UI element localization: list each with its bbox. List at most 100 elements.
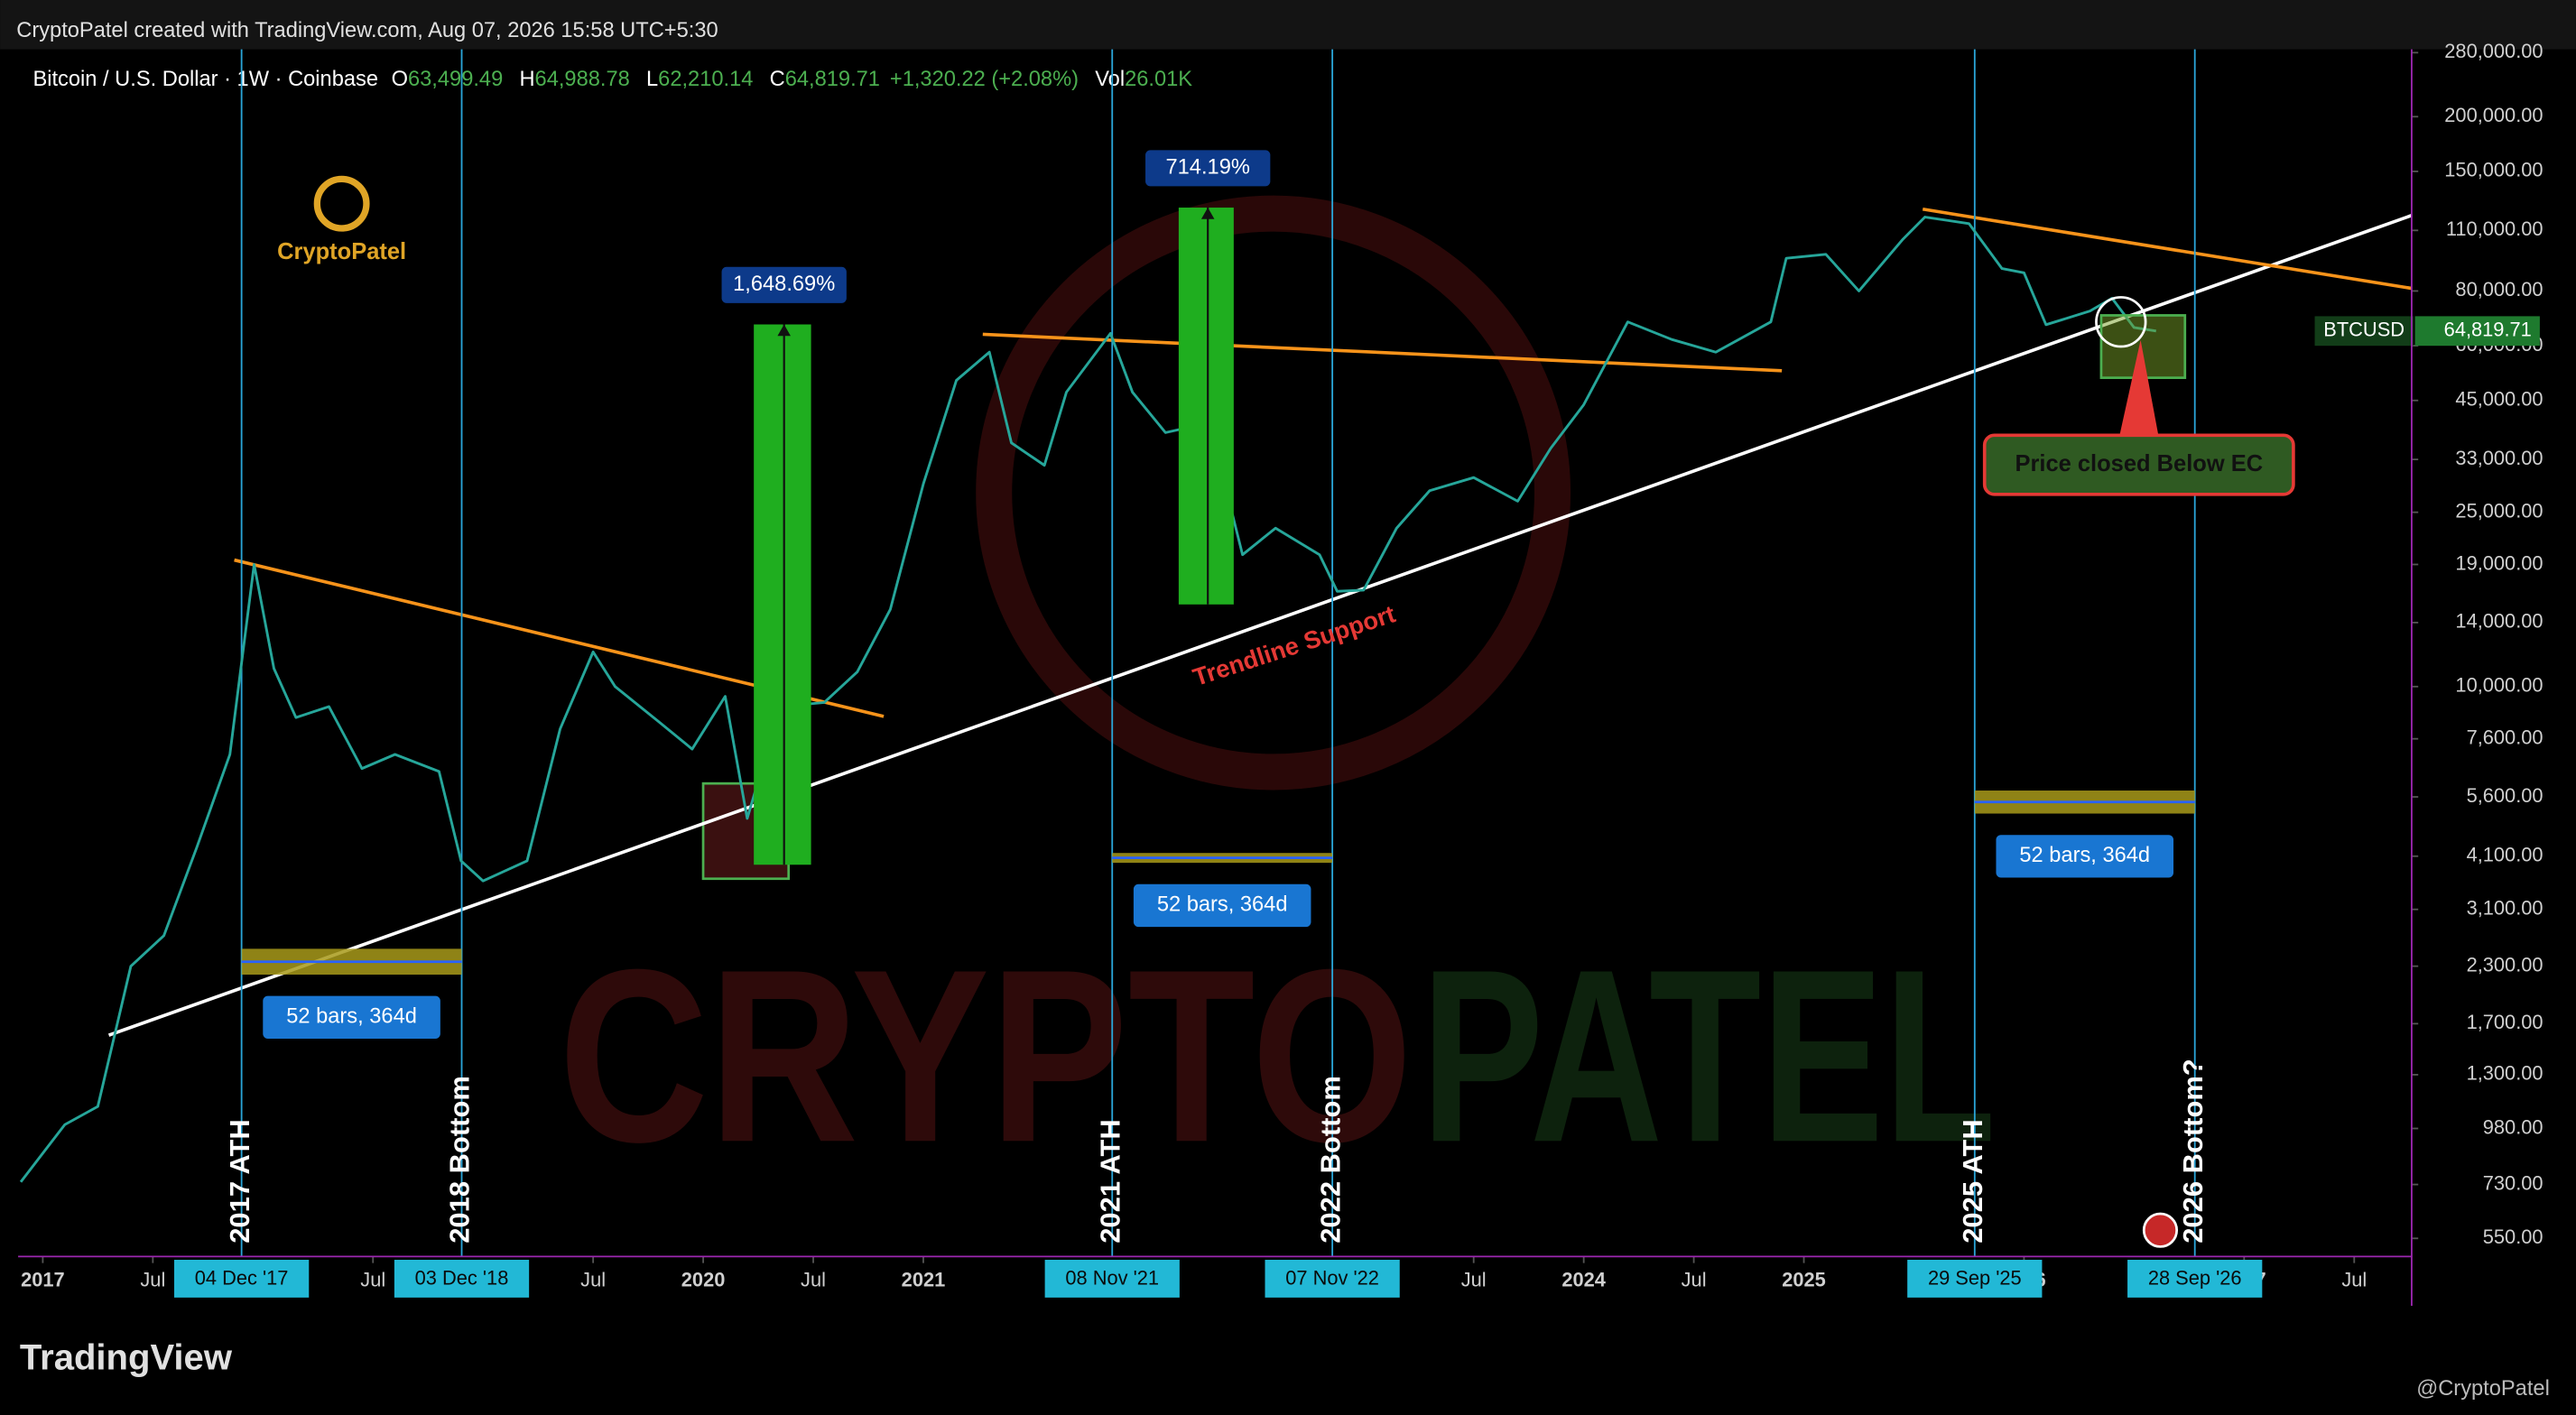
price-tag-name-box [2314,316,2414,347]
callout-text: Price closed Below EC [2015,451,2263,476]
watermark-ring [976,195,1571,791]
y-tick-label: 45,000.00 [2455,387,2543,410]
x-tick-label: Jul [2341,1268,2367,1290]
gain-bar [1178,208,1234,605]
legend-key: H [519,68,534,91]
gain-bar [754,324,811,865]
gain-label-box [1145,150,1271,187]
footer-logo: TradingView [20,1338,233,1378]
price-line [19,216,2156,1183]
attribution: CryptoPatel created with TradingView.com… [16,19,718,42]
legend-value: 62,210.14 [658,68,753,91]
overlay: Price closed Below EC [1982,296,2295,1248]
legend: Bitcoin / U.S. Dollar · 1W · Coinbase O63… [32,68,1192,91]
event-date-box [174,1260,310,1298]
x-tick-label: Jul [801,1268,826,1290]
price-tag-name: BTCUSD [2323,319,2405,341]
event-label: 2021 ATH [1094,1119,1126,1244]
y-tick-label: 7,600.00 [2467,726,2544,748]
y-tick-label: 19,000.00 [2455,551,2543,574]
gain-label: 1,648.69% [733,273,835,296]
trendline [982,332,1783,373]
event-label: 2026 Bottom? [2177,1059,2209,1244]
y-tick-label: 2,300.00 [2467,953,2544,976]
x-tick-label: 2021 [902,1268,946,1290]
highlight-circle [2095,296,2147,348]
x-tick-label: Jul [580,1268,606,1290]
range-label-box [1996,835,2174,878]
event-date: 29 Sep '25 [1928,1267,2022,1290]
event-label: 2022 Bottom [1314,1076,1346,1244]
trendline [107,214,2413,1037]
callout-box [1982,433,2295,496]
event-label: 2017 ATH [224,1119,255,1244]
footer-handle: @CryptoPatel [2416,1377,2550,1401]
y-tick-label: 980.00 [2483,1115,2544,1138]
x-tick-label: 2025 [1782,1268,1826,1290]
y-tick-label: 80,000.00 [2455,278,2543,301]
event-label: 2025 ATH [1957,1119,1988,1244]
price-tag-value: 64,819.71 [2444,319,2532,341]
legend-key: C [770,68,785,91]
y-tick-label: 200,000.00 [2444,104,2543,126]
price-tag-box [2414,316,2540,347]
y-tick-label: 3,100.00 [2467,896,2544,919]
event-label: 2018 Bottom [444,1076,476,1244]
callout-arrow [2118,339,2159,438]
y-tick-label: 5,600.00 [2467,784,2544,807]
legend-key: Vol [1095,68,1125,91]
x-tick-label: Jul [1682,1268,1707,1290]
gain-label: 714.19% [1165,156,1249,180]
event-date-box [2127,1260,2263,1298]
flag-icon [2142,1212,2179,1248]
x-tick-label: Jul [1461,1268,1487,1290]
event-date: 28 Sep '26 [2148,1267,2242,1290]
range-label: 52 bars, 364d [286,1005,417,1029]
legend-value: +1,320.22 (+2.08%) [890,68,1079,91]
legend-key: L [646,68,658,91]
range-label: 52 bars, 364d [1157,893,1288,917]
logo-icon [313,175,370,232]
event-date-box [394,1260,530,1298]
gain-label-box [721,266,847,303]
y-tick-label: 280,000.00 [2444,40,2543,62]
header-bar [0,0,2576,50]
legend-key: O [392,68,408,91]
y-tick-label: 10,000.00 [2455,674,2543,697]
event-date-box [1907,1260,2043,1298]
trendline [1922,207,2413,291]
y-tick-label: 730.00 [2483,1171,2544,1194]
event-date: 07 Nov '22 [1285,1267,1379,1290]
y-tick-label: 25,000.00 [2455,499,2543,522]
event-date: 04 Dec '17 [195,1267,289,1290]
x-tick-label: 2020 [681,1268,726,1290]
range-label-box [263,995,440,1039]
x-tick-label: Jul [360,1268,385,1290]
legend-value: 26.01K [1125,68,1192,91]
event-date-box [1265,1260,1400,1298]
legend-title: Bitcoin / U.S. Dollar · 1W · Coinbase [32,68,378,91]
gain-arrowhead [1200,208,1215,219]
y-tick-label: 14,000.00 [2455,610,2543,633]
y-tick-label: 550.00 [2483,1225,2544,1248]
x-tick-label: Jul [140,1268,165,1290]
event-date: 03 Dec '18 [415,1267,509,1290]
event-date-box [1044,1260,1180,1298]
y-tick-label: 33,000.00 [2455,447,2543,469]
range-label: 52 bars, 364d [2019,844,2150,867]
range-label-box [1133,883,1311,928]
y-tick-label: 4,100.00 [2467,844,2544,866]
plot: Bitcoin / U.S. Dollar · 1W · Coinbase O63… [19,40,2544,1298]
y-tick-label: 1,300.00 [2467,1062,2544,1085]
watermark: CRYPTO [559,918,1413,1193]
legend-value: 63,499.49 [408,68,503,91]
y-tick-label: 110,000.00 [2446,217,2544,240]
watermark: PATEL [1421,918,1996,1193]
legend-value: 64,819.71 [785,68,880,91]
y-tick-label: 1,700.00 [2467,1011,2544,1033]
background-layer: CRYPTO PATEL CryptoPatel [277,175,1996,1193]
logo-text: CryptoPatel [277,239,406,264]
gain-arrowhead [777,324,791,337]
